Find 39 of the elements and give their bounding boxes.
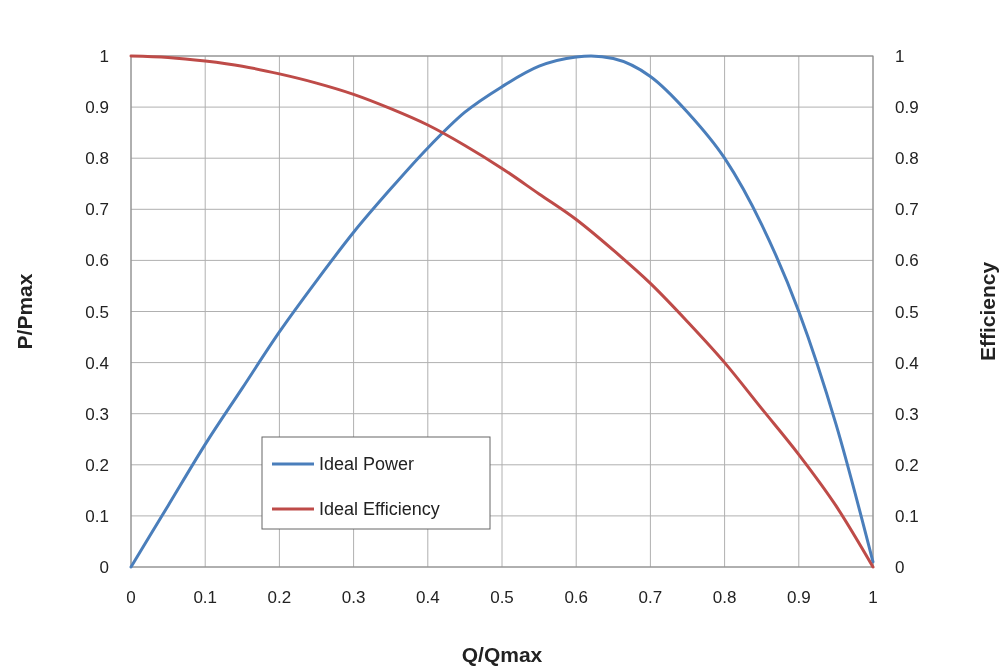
x-axis-title: Q/Qmax — [461, 643, 543, 666]
y2-tick-label: 0.4 — [895, 353, 919, 373]
y2-tick-label: 0.8 — [895, 149, 919, 169]
x-tick-label: 0.8 — [712, 588, 737, 607]
y2-tick-label: 0.6 — [895, 251, 919, 271]
y2-tick-label: 0.5 — [895, 302, 919, 322]
legend-label: Ideal Power — [319, 454, 415, 474]
x-tick-label: 0.5 — [490, 588, 514, 607]
y2-tick-label: 0.2 — [895, 455, 919, 475]
y2-axis-title: Efficiency — [976, 261, 999, 362]
y-tick-label: 1 — [99, 47, 109, 66]
y2-tick-label: 0.7 — [895, 200, 919, 220]
y2-tick-label: 0 — [895, 558, 905, 577]
y-tick-label: 0.1 — [85, 506, 109, 526]
legend-label: Ideal Efficiency — [319, 499, 440, 519]
y-tick-label: 0.5 — [85, 302, 109, 322]
x-tick-label: 1 — [868, 588, 878, 607]
y-tick-label: 0.6 — [85, 251, 109, 271]
x-tick-label: 0.9 — [786, 588, 811, 607]
x-tick-label: 0 — [126, 588, 136, 607]
y2-tick-label: 0.9 — [895, 98, 919, 118]
y-tick-label: 0.4 — [85, 353, 109, 373]
y-axis-title: P/Pmax — [13, 273, 36, 350]
y2-tick-label: 0.1 — [895, 506, 919, 526]
x-tick-label: 0.1 — [193, 588, 218, 607]
y2-tick-label: 0.3 — [895, 404, 919, 424]
x-tick-label: 0.4 — [415, 588, 440, 607]
x-tick-label: 0.7 — [638, 588, 663, 607]
y-tick-label: 0.3 — [85, 404, 109, 424]
y-tick-label: 0 — [99, 558, 109, 577]
y-tick-label: 0.8 — [85, 149, 109, 169]
x-tick-label: 0.6 — [564, 588, 589, 607]
y2-tick-label: 1 — [895, 47, 905, 66]
x-tick-label: 0.2 — [267, 588, 292, 607]
y-tick-label: 0.2 — [85, 455, 109, 475]
y-tick-label: 0.7 — [85, 200, 109, 220]
line-series — [129, 54, 875, 569]
y-tick-label: 0.9 — [85, 98, 109, 118]
x-tick-label: 0.3 — [341, 588, 366, 607]
